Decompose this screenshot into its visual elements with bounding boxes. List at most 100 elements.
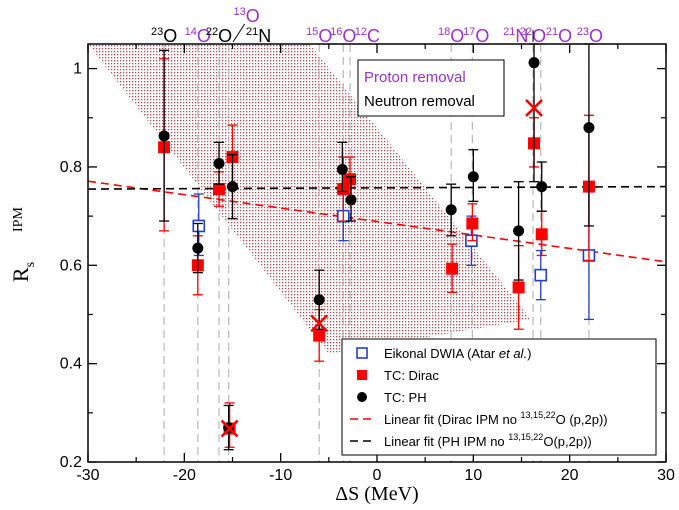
- data-point-group: [536, 161, 548, 212]
- x-tick-label: 20: [561, 467, 579, 484]
- data-point-group: [467, 149, 479, 203]
- nucleus-mass-number: 12: [355, 26, 367, 38]
- nucleus-symbol: O: [532, 26, 546, 46]
- y-tick-label: 0.4: [60, 356, 82, 373]
- dirac-point: [344, 173, 357, 186]
- removal-legend-entry: Neutron removal: [364, 93, 475, 110]
- data-point-group: [445, 183, 457, 237]
- y-axis-label-sup: IPM: [11, 207, 26, 232]
- y-tick-label: 0.6: [60, 257, 82, 274]
- fit-lines-layer: [88, 180, 666, 263]
- dirac-point: [446, 262, 459, 275]
- legend-entry: Linear fit (Dirac IPM no 13,15,22O (p,2p…: [384, 410, 608, 427]
- ph-point: [227, 181, 238, 193]
- y-axis-label-sub: s: [23, 262, 38, 267]
- nucleus-label: 22O: [520, 26, 546, 46]
- ph-point: [213, 157, 225, 169]
- legend-text-sup: 13,15,22: [521, 410, 556, 420]
- dirac-point: [535, 228, 548, 241]
- cross-marker: [525, 99, 543, 117]
- ph-point: [467, 171, 479, 183]
- svg-text:Rs: Rs: [8, 262, 38, 282]
- legend-text: O (p,2p)): [556, 412, 608, 427]
- eikonal-point: [534, 268, 548, 282]
- ph-point: [445, 204, 457, 216]
- ph-point: [158, 130, 170, 142]
- nucleus-mass-number: 22: [206, 26, 218, 38]
- dirac-point: [337, 183, 350, 196]
- data-point-group: [345, 176, 357, 222]
- legend-marker: [357, 392, 367, 402]
- nucleus-symbol: N: [258, 26, 271, 46]
- data-point-group: [336, 141, 348, 193]
- legend-layer: Proton removal Neutron removal Eikonal DWI…: [341, 59, 657, 456]
- nucleus-symbol: O: [197, 26, 211, 46]
- x-tick-label: 0: [373, 467, 382, 484]
- y-tick-label: 1: [73, 61, 82, 78]
- data-point-group: [227, 153, 238, 220]
- nucleus-symbol: C: [367, 26, 380, 46]
- y-tick-label: 0.2: [60, 454, 82, 471]
- data-point-group: [535, 210, 548, 257]
- data-point-group: [192, 222, 204, 274]
- legend-marker: [356, 347, 368, 359]
- nucleus-label: 13O: [234, 6, 260, 26]
- nucleus-mass-number: 18: [438, 26, 450, 38]
- nucleus-mass-number: 23: [151, 26, 163, 38]
- ph-point: [513, 225, 525, 237]
- nucleus-symbol: O: [163, 26, 177, 46]
- nucleus-label: 12C: [355, 26, 380, 46]
- legend-entry: TC: Dirac: [384, 368, 439, 383]
- nucleus-mass-number: 13: [234, 6, 246, 18]
- dirac-point: [313, 329, 326, 342]
- x-tick-label: -20: [173, 467, 196, 484]
- nucleus-label: 23O: [577, 26, 603, 46]
- ph-point: [313, 294, 325, 306]
- nucleus-mass-number: 14: [185, 26, 197, 38]
- nucleus-symbol: O: [589, 26, 603, 46]
- nucleus-label: 17O: [463, 26, 489, 46]
- label-connector: [232, 23, 246, 43]
- y-tick-label: 0.8: [60, 159, 82, 176]
- ph-point: [536, 181, 548, 193]
- nucleus-label: 22O: [206, 26, 232, 46]
- series-legend-box: [341, 338, 657, 456]
- legend-text: O(p,2p)): [543, 434, 591, 449]
- nucleus-label: 14O: [185, 26, 211, 46]
- x-tick-label: -30: [76, 467, 99, 484]
- data-point-group: [583, 43, 595, 227]
- legend-entry: Linear fit (PH IPM no 13,15,22O(p,2p)): [384, 432, 592, 449]
- ph-point: [528, 57, 540, 69]
- ph-point: [345, 194, 357, 206]
- nucleus-mass-number: 23: [577, 26, 589, 38]
- nucleus-symbol: O: [558, 26, 572, 46]
- nucleus-label: 21O: [546, 26, 572, 46]
- legend-text: Linear fit (Dirac IPM no: [384, 412, 521, 427]
- data-point-group: [158, 49, 170, 222]
- removal-legend-entry: Proton removal: [364, 69, 466, 86]
- nucleus-label: 21N: [246, 26, 271, 46]
- data-point-group: [446, 243, 459, 293]
- nucleus-symbol: O: [218, 26, 232, 46]
- dirac-point: [512, 281, 525, 294]
- uncertainty-band-layer: [88, 44, 532, 354]
- data-points-layer: [158, 43, 596, 451]
- nucleus-label: 18O: [438, 26, 464, 46]
- y-axis-label-main: R: [8, 267, 33, 282]
- data-point-group: [313, 269, 325, 330]
- legend-text-italic: et al.: [499, 346, 527, 361]
- ph-point: [583, 122, 595, 134]
- nucleus-symbol: O: [475, 26, 489, 46]
- nucleus-mass-number: 21: [546, 26, 558, 38]
- fit-line: [88, 185, 666, 190]
- y-axis-label: Rs IPM: [8, 207, 38, 283]
- cross-marker: [310, 314, 329, 333]
- nucleus-mass-number: 21: [246, 26, 258, 38]
- legend-marker: [357, 370, 367, 380]
- nucleus-symbol: N: [515, 26, 528, 46]
- legend-text: ): [527, 346, 531, 361]
- nucleus-label: 23O: [151, 26, 177, 46]
